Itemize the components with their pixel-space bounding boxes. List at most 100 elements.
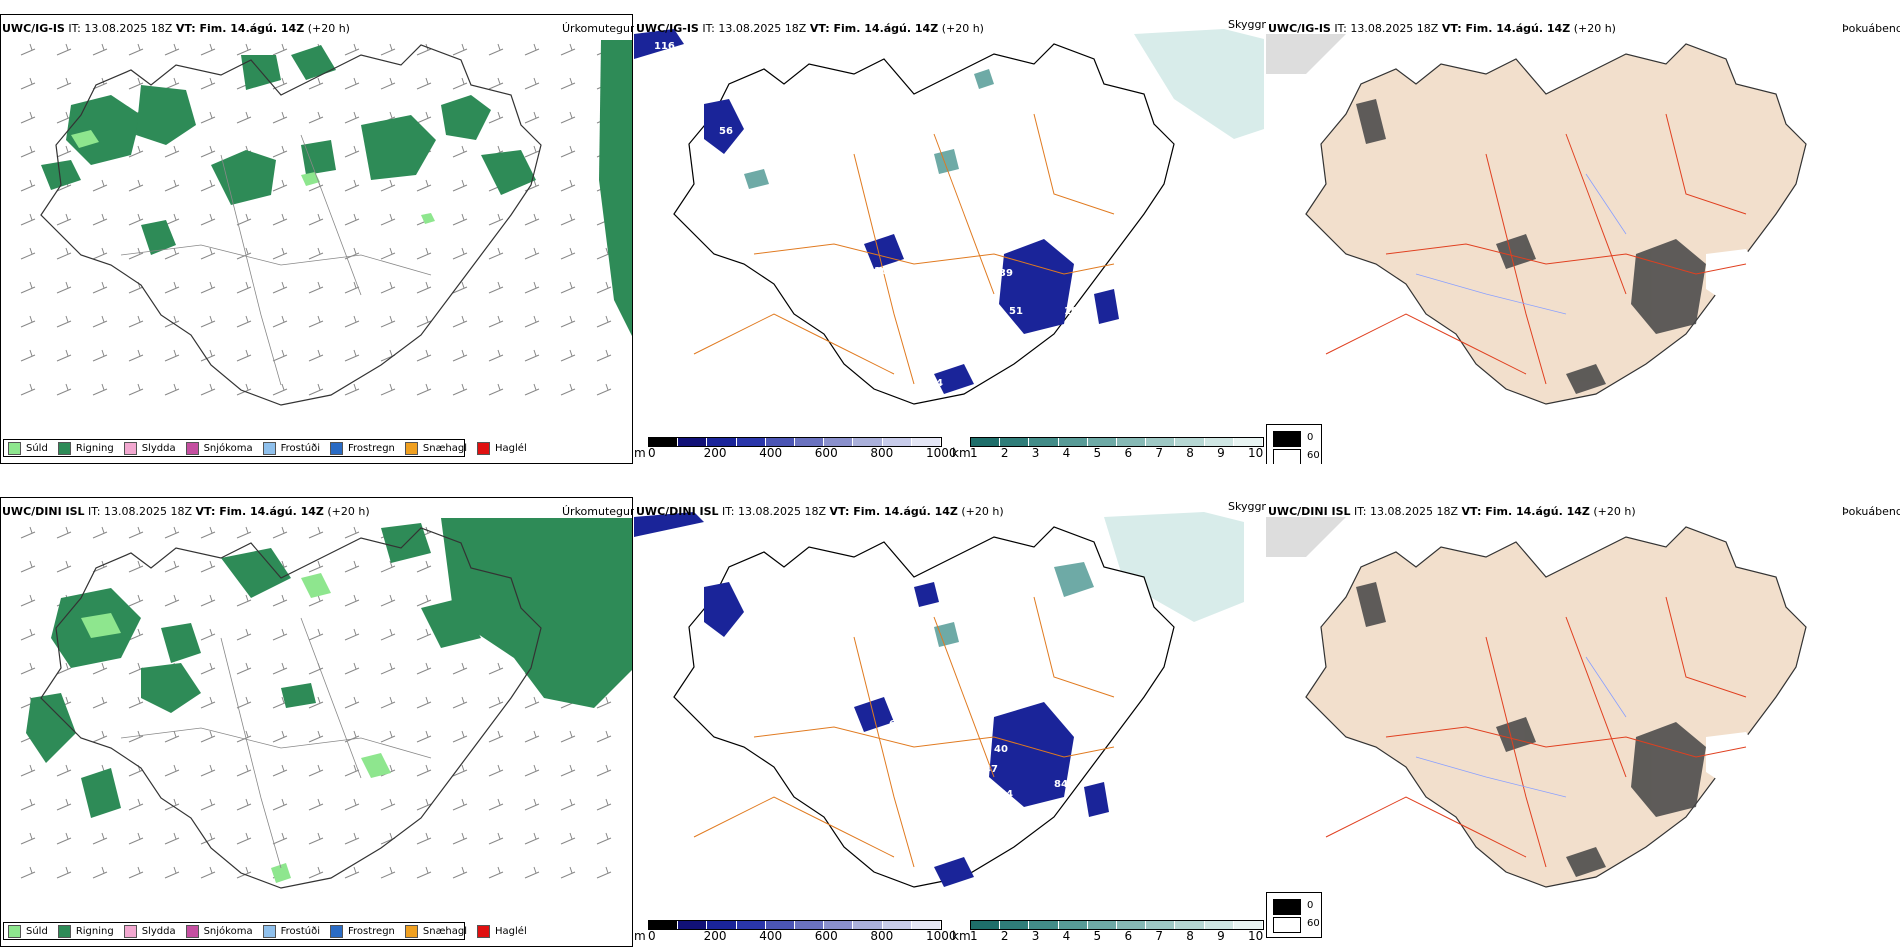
vis-value-label: 71 — [754, 146, 768, 157]
fog-label: 0 — [1307, 432, 1314, 443]
wind-barb — [416, 281, 432, 294]
wind-barb — [164, 832, 180, 845]
vis-value-label: 102 — [874, 266, 895, 277]
colorbar-tick: 8 — [1186, 929, 1194, 943]
wind-barb — [236, 798, 252, 811]
legend-item: Frostúði — [262, 924, 320, 938]
wind-barb — [92, 526, 108, 539]
legend-item: Snjókoma — [185, 924, 253, 938]
legend-swatch — [330, 924, 343, 938]
wind-barb — [200, 866, 216, 879]
vis-scale-km-top: km 1 2 3 4 5 6 7 8 9 10 — [952, 437, 1266, 463]
wind-barb — [596, 866, 612, 879]
wind-barb — [344, 315, 360, 328]
wind-barb — [452, 43, 468, 56]
wind-barb — [524, 349, 540, 362]
legend-label: Slydda — [141, 442, 176, 454]
wind-barb — [164, 77, 180, 90]
legend-label: Slydda — [141, 925, 176, 937]
wind-barb — [416, 247, 432, 260]
fog-label: 0 — [1307, 900, 1314, 911]
fog-scale-bottom: 0 60 — [1266, 892, 1322, 938]
wind-barb — [200, 832, 216, 845]
colorbar — [970, 437, 1264, 447]
wind-barb — [308, 213, 324, 226]
wind-barb — [560, 866, 576, 879]
wind-barb — [488, 111, 504, 124]
wind-barb — [164, 560, 180, 573]
wind-barb — [344, 383, 360, 396]
wind-barb — [56, 662, 72, 675]
wind-barb — [344, 866, 360, 879]
wind-barb — [308, 662, 324, 675]
wind-barb — [524, 832, 540, 845]
wind-barb — [164, 526, 180, 539]
vis-value-label: 84 — [1054, 779, 1068, 790]
wind-barb — [200, 281, 216, 294]
wind-barb — [416, 594, 432, 607]
wind-barb — [56, 315, 72, 328]
wind-barb — [272, 349, 288, 362]
wind-barb — [524, 383, 540, 396]
colorbar-tick: 4 — [1062, 929, 1071, 943]
wind-barb — [272, 628, 288, 641]
legend-item: Slydda — [123, 441, 176, 455]
wind-barb — [236, 866, 252, 879]
wind-barb — [164, 730, 180, 743]
wind-barb — [92, 77, 108, 90]
wind-barb — [200, 594, 216, 607]
wind-barb — [272, 111, 288, 124]
fog-swatch — [1273, 449, 1301, 464]
legend-swatch — [123, 441, 137, 455]
wind-barb — [20, 349, 36, 362]
wind-barb — [128, 764, 144, 777]
wind-barb — [524, 764, 540, 777]
wind-barb — [524, 145, 540, 158]
wind-barb — [20, 145, 36, 158]
wind-barb — [128, 315, 144, 328]
wind-barb — [20, 628, 36, 641]
wind-barb — [308, 628, 324, 641]
wind-barb — [56, 247, 72, 260]
vis-value-label: 58 — [919, 729, 933, 740]
colorbar-tick: 10 — [1248, 929, 1264, 943]
wind-barb — [344, 179, 360, 192]
wind-barb — [200, 628, 216, 641]
colorbar-tick: 800 — [870, 446, 894, 460]
wind-barb — [128, 594, 144, 607]
colorbar-tick: 4 — [1062, 446, 1071, 460]
colorbar-unit: km — [952, 446, 971, 460]
colorbar-tick: 7 — [1155, 929, 1163, 943]
wind-barb — [488, 764, 504, 777]
vis-value-label: 40 — [994, 744, 1008, 755]
wind-barb — [56, 798, 72, 811]
wind-barb — [560, 179, 576, 192]
vis-value-label: 38 — [899, 869, 913, 880]
wind-barb — [236, 349, 252, 362]
header-bottom-fog: UWC/DINI ISL IT: 13.08.2025 18Z VT: Fim.… — [1268, 505, 1636, 518]
wind-barb — [200, 526, 216, 539]
wind-barb — [92, 179, 108, 192]
colorbar-tick: 200 — [703, 929, 727, 943]
wind-barb — [92, 281, 108, 294]
vis-scale-m-top: m 0 200 400 600 800 1000 — [634, 437, 957, 463]
roads — [693, 113, 1115, 385]
wind-barb — [380, 281, 396, 294]
wind-barb — [344, 349, 360, 362]
wind-barb — [524, 281, 540, 294]
legend-swatch — [477, 441, 491, 455]
wind-barb — [164, 764, 180, 777]
wind-barb — [200, 111, 216, 124]
legend-label: Rigning — [75, 925, 114, 937]
wind-barb — [272, 43, 288, 56]
colorbar-tick: 1000 — [926, 929, 957, 943]
wind-barb — [56, 213, 72, 226]
legend-label: Snjókoma — [203, 442, 253, 454]
vis-panel-bottom: 60 58 40 47 44 84 54 38 36 m 0 200 400 600 800 1000 km… — [634, 497, 1266, 947]
precip-map-top — [20, 40, 632, 406]
legend-label: Frostregn — [348, 442, 395, 454]
wind-barb — [92, 213, 108, 226]
wind-barb — [236, 43, 252, 56]
wind-barb — [380, 315, 396, 328]
wind-barb — [56, 281, 72, 294]
